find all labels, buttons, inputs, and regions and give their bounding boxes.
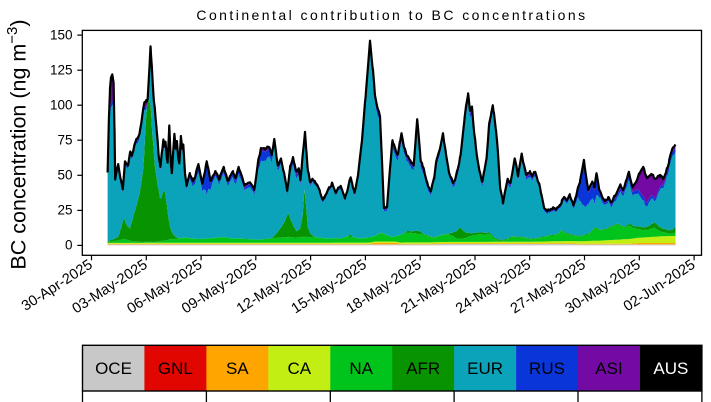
svg-text:GNL: GNL [158, 359, 193, 378]
svg-text:50: 50 [57, 168, 72, 183]
svg-text:SA: SA [226, 359, 249, 378]
svg-text:0: 0 [65, 238, 73, 253]
svg-text:NA: NA [349, 359, 373, 378]
svg-text:75: 75 [57, 133, 72, 148]
svg-text:Continental contribution to BC: Continental contribution to BC concentra… [196, 7, 587, 23]
svg-text:100: 100 [50, 98, 73, 113]
svg-text:CA: CA [287, 359, 311, 378]
svg-text:25: 25 [57, 203, 72, 218]
svg-text:125: 125 [50, 63, 73, 78]
svg-text:150: 150 [50, 27, 73, 42]
svg-text:BC concentration (ng m−3): BC concentration (ng m−3) [4, 19, 31, 269]
svg-text:AUS: AUS [653, 359, 688, 378]
svg-text:OCE: OCE [95, 359, 132, 378]
svg-text:AFR: AFR [406, 359, 440, 378]
svg-text:RUS: RUS [529, 359, 565, 378]
svg-text:EUR: EUR [467, 359, 503, 378]
svg-text:ASI: ASI [595, 359, 622, 378]
